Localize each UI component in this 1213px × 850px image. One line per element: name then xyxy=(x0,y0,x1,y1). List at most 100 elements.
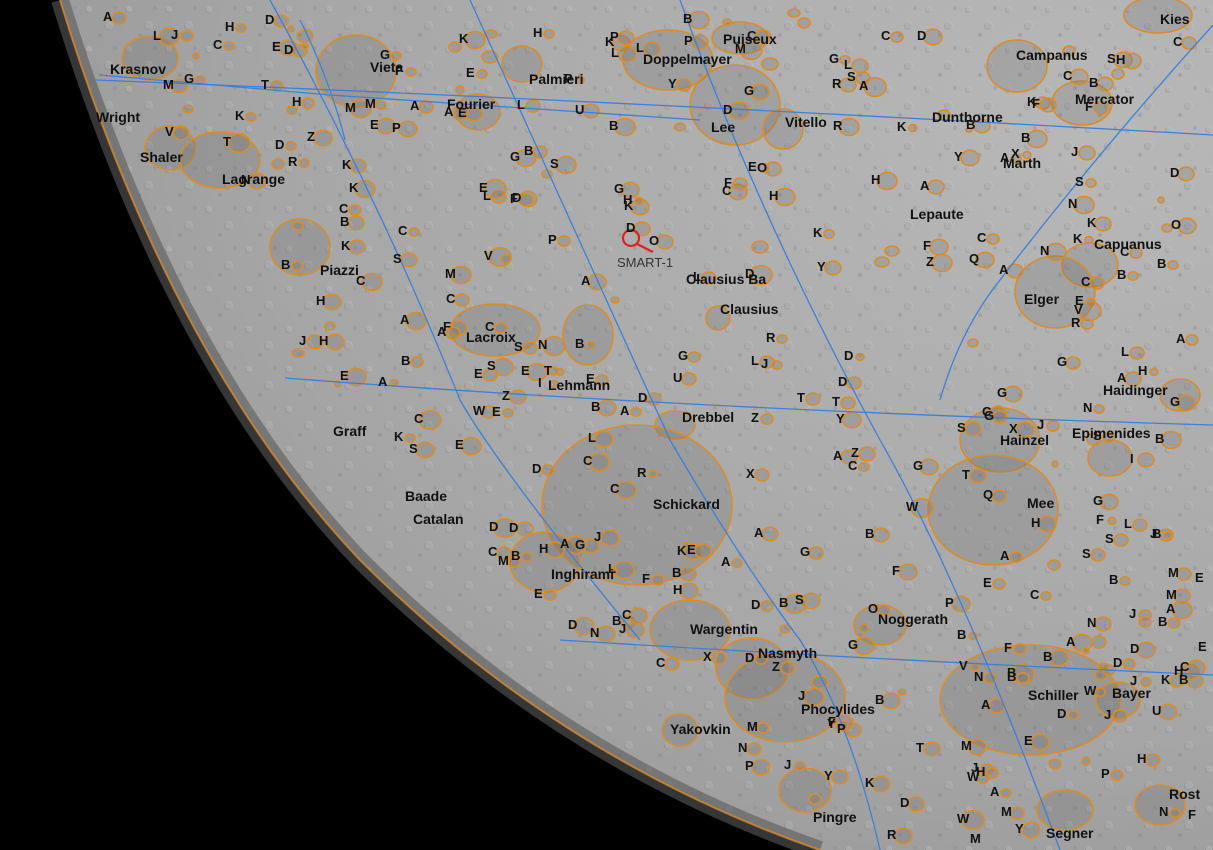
satellite-crater-outline[interactable] xyxy=(731,557,743,569)
crater-letter-label[interactable]: Z xyxy=(751,410,759,425)
crater-letter-label[interactable]: D xyxy=(489,519,499,534)
crater-letter-label[interactable]: S xyxy=(1107,51,1116,66)
satellite-crater-outline[interactable] xyxy=(711,651,727,665)
small-crater-outline[interactable] xyxy=(500,254,512,264)
crater-letter-label[interactable]: B xyxy=(683,11,693,26)
crater-letter-label[interactable]: D xyxy=(745,650,755,665)
crater-letter-label[interactable]: M xyxy=(961,738,972,753)
satellite-crater-outline[interactable] xyxy=(565,535,587,555)
crater-letter-label[interactable]: B xyxy=(865,526,875,541)
satellite-crater-outline[interactable] xyxy=(541,464,555,476)
small-crater-outline[interactable] xyxy=(296,29,314,43)
crater-letter-label[interactable]: T xyxy=(832,394,840,409)
satellite-crater-outline[interactable] xyxy=(522,341,538,355)
satellite-crater-outline[interactable] xyxy=(749,264,773,286)
crater-letter-label[interactable]: B xyxy=(575,336,585,351)
crater-letter-label[interactable]: G xyxy=(829,51,840,66)
crater-letter-label[interactable]: E xyxy=(370,117,379,132)
crater-letter-label[interactable]: V xyxy=(1074,302,1083,317)
crater-letter-label[interactable]: B xyxy=(1179,672,1189,687)
crater-letter-label[interactable]: F xyxy=(1032,96,1040,111)
satellite-crater-outline[interactable] xyxy=(808,546,824,560)
crater-letter-label[interactable]: L xyxy=(483,188,491,203)
crater-letter-label[interactable]: Z xyxy=(772,659,780,674)
satellite-crater-outline[interactable] xyxy=(1010,153,1022,165)
crater-letter-label[interactable]: C xyxy=(722,183,732,198)
satellite-crater-outline[interactable] xyxy=(408,226,420,238)
crater-outline-segner[interactable] xyxy=(1036,789,1094,831)
satellite-crater-outline[interactable] xyxy=(1015,421,1035,439)
satellite-crater-outline[interactable] xyxy=(227,132,251,154)
satellite-crater-outline[interactable] xyxy=(754,29,772,45)
satellite-crater-outline[interactable] xyxy=(301,97,315,109)
satellite-crater-outline[interactable] xyxy=(464,30,486,50)
crater-name-noggerath[interactable]: Noggerath xyxy=(878,611,948,627)
crater-letter-label[interactable]: J xyxy=(619,621,627,636)
satellite-crater-outline[interactable] xyxy=(476,68,488,80)
crater-letter-label[interactable]: D xyxy=(1130,641,1140,656)
crater-letter-label[interactable]: F xyxy=(892,563,900,578)
satellite-crater-outline[interactable] xyxy=(975,251,995,269)
crater-name-mee[interactable]: Mee xyxy=(1027,495,1055,511)
crater-letter-label[interactable]: N xyxy=(1159,804,1169,819)
satellite-crater-outline[interactable] xyxy=(1093,403,1105,415)
crater-name-mercator[interactable]: Mercator xyxy=(1075,91,1135,107)
crater-letter-label[interactable]: D xyxy=(900,795,910,810)
satellite-crater-outline[interactable] xyxy=(991,489,1007,503)
crater-letter-label[interactable]: H xyxy=(976,764,986,779)
crater-letter-label[interactable]: B xyxy=(1117,267,1127,282)
satellite-crater-outline[interactable] xyxy=(620,181,640,199)
satellite-crater-outline[interactable] xyxy=(681,372,697,386)
crater-letter-label[interactable]: J xyxy=(1130,673,1138,688)
crater-letter-label[interactable]: D xyxy=(265,12,275,27)
small-crater-outline[interactable] xyxy=(761,57,779,71)
satellite-crater-outline[interactable] xyxy=(515,148,537,168)
crater-letter-label[interactable]: N xyxy=(241,172,251,187)
crater-letter-label[interactable]: R xyxy=(833,118,843,133)
crater-name-fourier[interactable]: Fourier xyxy=(447,96,496,112)
crater-letter-label[interactable]: T xyxy=(962,467,970,482)
satellite-crater-outline[interactable] xyxy=(1176,567,1192,581)
satellite-crater-outline[interactable] xyxy=(876,171,898,191)
satellite-crater-outline[interactable] xyxy=(285,140,297,152)
crater-letter-label[interactable]: K xyxy=(459,31,469,46)
crater-letter-label[interactable]: E xyxy=(340,368,349,383)
satellite-crater-outline[interactable] xyxy=(1093,101,1109,115)
crater-letter-label[interactable]: G xyxy=(184,71,195,86)
crater-letter-label[interactable]: N xyxy=(590,625,600,640)
crater-name-schiller[interactable]: Schiller xyxy=(1028,687,1079,703)
crater-name-segner[interactable]: Segner xyxy=(1046,825,1094,841)
crater-name-vitello[interactable]: Vitello xyxy=(785,114,827,130)
satellite-crater-outline[interactable] xyxy=(1094,216,1112,232)
satellite-crater-outline[interactable] xyxy=(1163,530,1173,540)
satellite-crater-outline[interactable] xyxy=(502,407,514,419)
crater-letter-label[interactable]: E xyxy=(1195,570,1204,585)
satellite-crater-outline[interactable] xyxy=(223,40,235,52)
satellite-crater-outline[interactable] xyxy=(855,352,865,362)
satellite-crater-outline[interactable] xyxy=(1160,430,1182,450)
crater-letter-label[interactable]: J xyxy=(299,333,307,348)
crater-letter-label[interactable]: T xyxy=(544,363,552,378)
crater-letter-label[interactable]: B xyxy=(1155,431,1165,446)
crater-letter-label[interactable]: G xyxy=(848,637,859,652)
satellite-crater-outline[interactable] xyxy=(345,367,367,387)
crater-letter-label[interactable]: P xyxy=(548,232,557,247)
satellite-crater-outline[interactable] xyxy=(1186,659,1206,677)
crater-outline-vieta[interactable] xyxy=(315,34,397,108)
small-crater-outline[interactable] xyxy=(674,122,686,132)
satellite-crater-outline[interactable] xyxy=(774,187,796,207)
crater-letter-label[interactable]: D xyxy=(275,137,285,152)
crater-letter-label[interactable]: A xyxy=(581,273,591,288)
crater-letter-label[interactable]: W xyxy=(906,499,919,514)
satellite-crater-outline[interactable] xyxy=(582,538,600,554)
crater-letter-label[interactable]: B xyxy=(1021,130,1031,145)
crater-outline-mee[interactable] xyxy=(927,454,1059,566)
satellite-crater-outline[interactable] xyxy=(688,10,710,30)
satellite-crater-outline[interactable] xyxy=(1140,676,1152,688)
satellite-crater-outline[interactable] xyxy=(325,333,345,351)
satellite-crater-outline[interactable] xyxy=(1009,551,1023,563)
crater-letter-label[interactable]: P xyxy=(837,721,846,736)
crater-letter-label[interactable]: B xyxy=(401,353,411,368)
crater-letter-label[interactable]: G xyxy=(1057,354,1068,369)
crater-letter-label[interactable]: Z xyxy=(926,254,934,269)
